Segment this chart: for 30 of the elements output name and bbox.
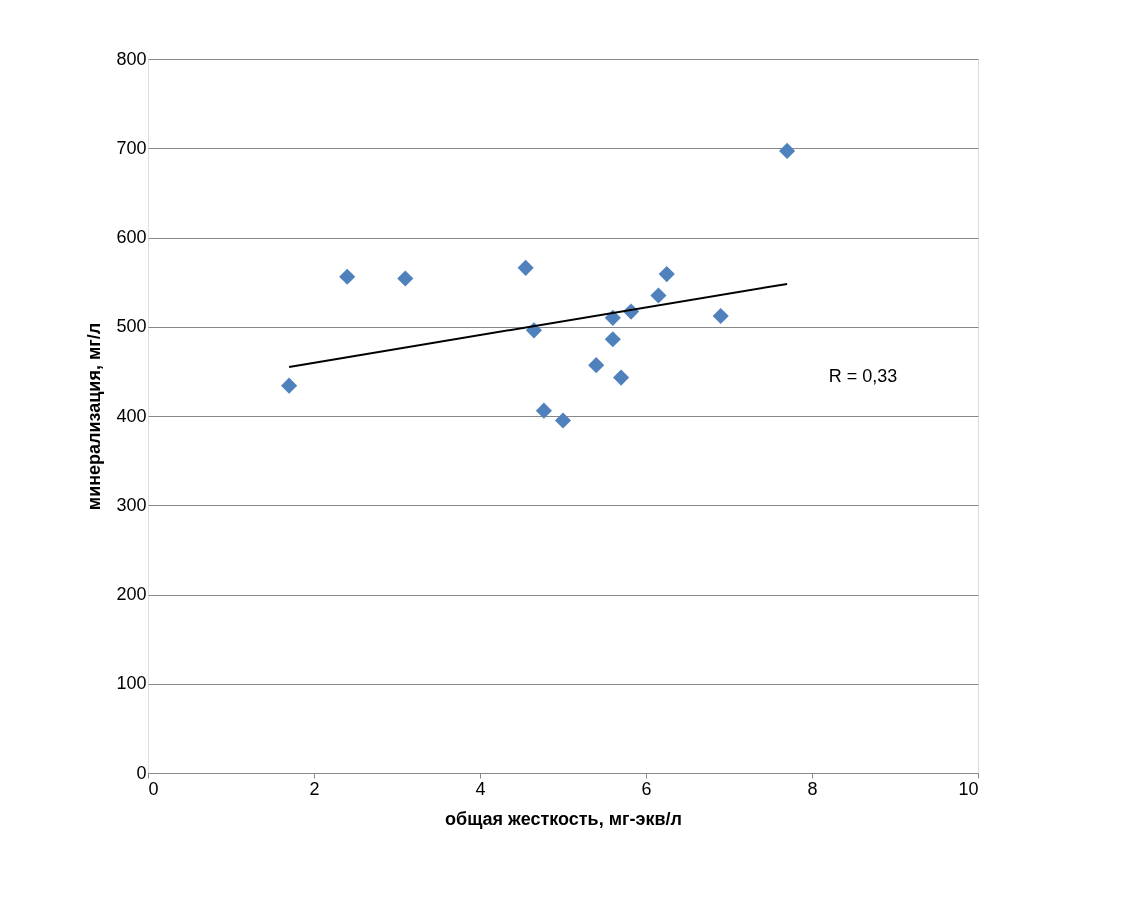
point — [339, 268, 356, 285]
y-tick-label: 500 — [116, 316, 147, 337]
y-tick-label: 0 — [136, 762, 147, 783]
point — [535, 402, 552, 419]
y-tick-label: 100 — [116, 673, 147, 694]
x-tick-label: 6 — [641, 778, 652, 799]
point — [554, 412, 572, 429]
y-axis-title: минерализация, мг/л — [84, 322, 105, 511]
x-axis-title: общая жесткость, мг-экв/л — [445, 808, 682, 829]
y-tick-label: 800 — [116, 48, 147, 69]
y-tick-label: 400 — [116, 405, 147, 426]
point — [650, 287, 667, 304]
y-tick-label: 700 — [116, 137, 147, 158]
point — [613, 369, 630, 386]
point — [779, 142, 796, 159]
y-tick-label: 200 — [116, 584, 147, 604]
point — [658, 266, 675, 283]
x-tick-label: 2 — [309, 778, 320, 799]
point — [397, 270, 414, 287]
annotation: R = 0,33 — [828, 366, 898, 386]
point — [517, 259, 534, 276]
x-tick-label: 8 — [807, 778, 818, 799]
point — [604, 331, 621, 348]
x-tick-label: 10 — [958, 778, 979, 799]
point — [588, 357, 605, 374]
point — [281, 377, 298, 394]
x-tick-label: 4 — [475, 778, 486, 799]
point — [712, 307, 729, 325]
y-tick-label: 300 — [116, 494, 147, 515]
y-tick-label: 600 — [116, 227, 147, 247]
